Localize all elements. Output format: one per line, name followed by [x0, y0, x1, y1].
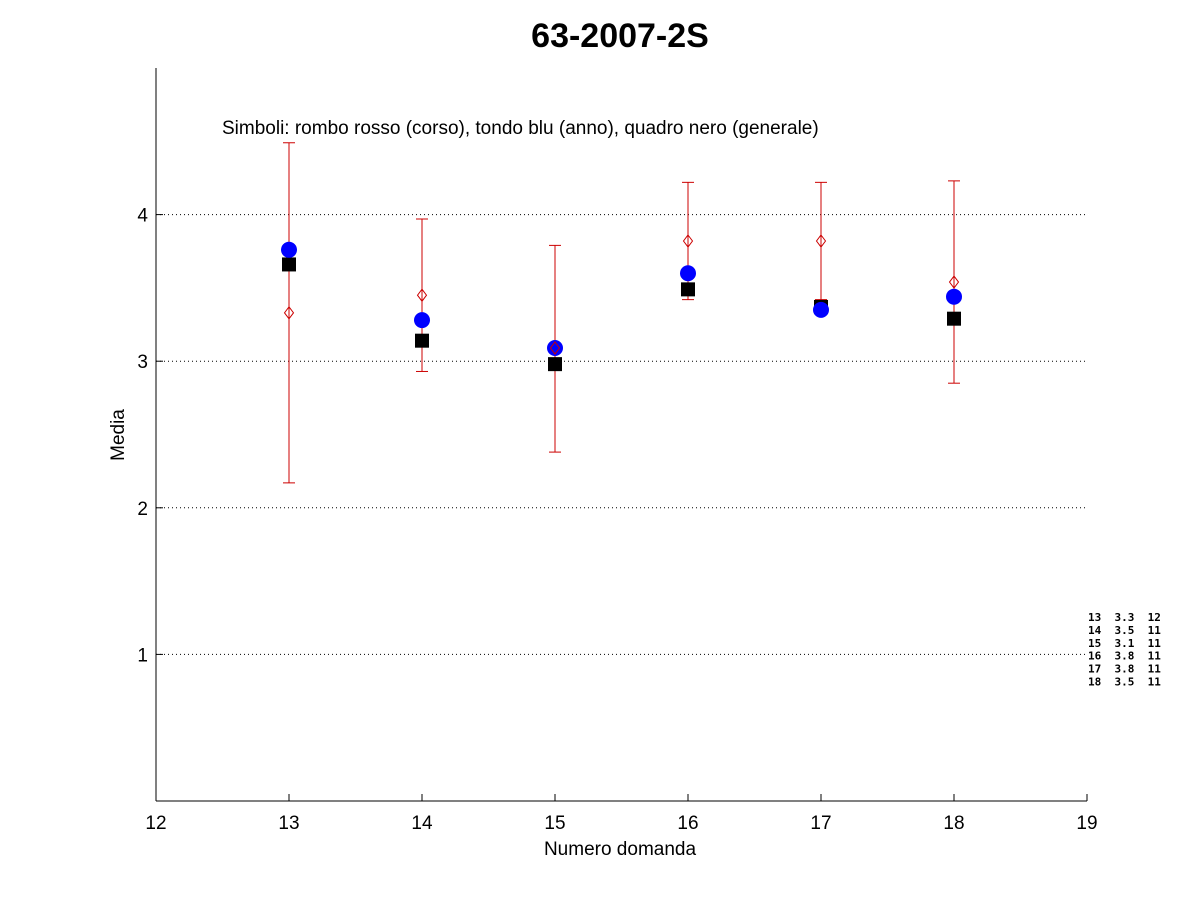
x-tick-label-13: 13: [278, 813, 299, 834]
x-tick-label-18: 18: [943, 813, 964, 834]
y-axis-label: Media: [108, 409, 129, 461]
diamond-point-q16: [682, 234, 694, 248]
square-point-q13: [282, 257, 296, 272]
circle-point-q16: [680, 265, 696, 282]
diamond-point-q18: [948, 275, 960, 289]
chart-title: 63-2007-2S: [531, 17, 709, 55]
x-tick-label-16: 16: [677, 813, 698, 834]
diamond-point-q13: [283, 305, 295, 320]
circle-point-q13: [281, 241, 297, 258]
side-table-row: 16 3.8 11: [1088, 650, 1161, 663]
circle-point-q17: [813, 301, 829, 318]
x-tick-label-17: 17: [810, 813, 831, 834]
circle-point-q15: [547, 340, 563, 357]
square-point-q18: [947, 311, 961, 326]
side-table-row: 17 3.8 11: [1088, 663, 1161, 676]
y-tick-label-3: 3: [137, 352, 148, 373]
diamond-point-q14: [416, 288, 428, 303]
data-points: [281, 142, 962, 484]
grid: [156, 214, 1087, 655]
side-table-row: 18 3.5 11: [1088, 676, 1161, 689]
y-tick-label-4: 4: [137, 206, 148, 227]
x-tick-label-19: 19: [1076, 813, 1097, 834]
y-tick-label-1: 1: [137, 645, 148, 666]
y-tick-label-2: 2: [137, 499, 148, 520]
square-point-q16: [681, 282, 695, 297]
axes: [155, 68, 1087, 802]
x-axis-label: Numero domanda: [544, 839, 697, 860]
circle-point-q18: [946, 288, 962, 305]
square-point-q14: [415, 333, 429, 348]
side-table-row: 14 3.5 11: [1088, 624, 1161, 637]
x-tick-label-14: 14: [411, 813, 433, 834]
x-tick-label-12: 12: [145, 813, 166, 834]
circle-point-q14: [414, 312, 430, 329]
diamond-point-q17: [815, 234, 827, 248]
side-table-row: 13 3.3 12: [1088, 611, 1161, 624]
side-table-row: 15 3.1 11: [1088, 637, 1161, 650]
diamond-point-q15: [549, 341, 561, 355]
symbol-legend-annotation: Simboli: rombo rosso (corso), tondo blu …: [222, 118, 819, 139]
x-tick-label-15: 15: [544, 813, 565, 834]
square-point-q15: [548, 357, 562, 372]
